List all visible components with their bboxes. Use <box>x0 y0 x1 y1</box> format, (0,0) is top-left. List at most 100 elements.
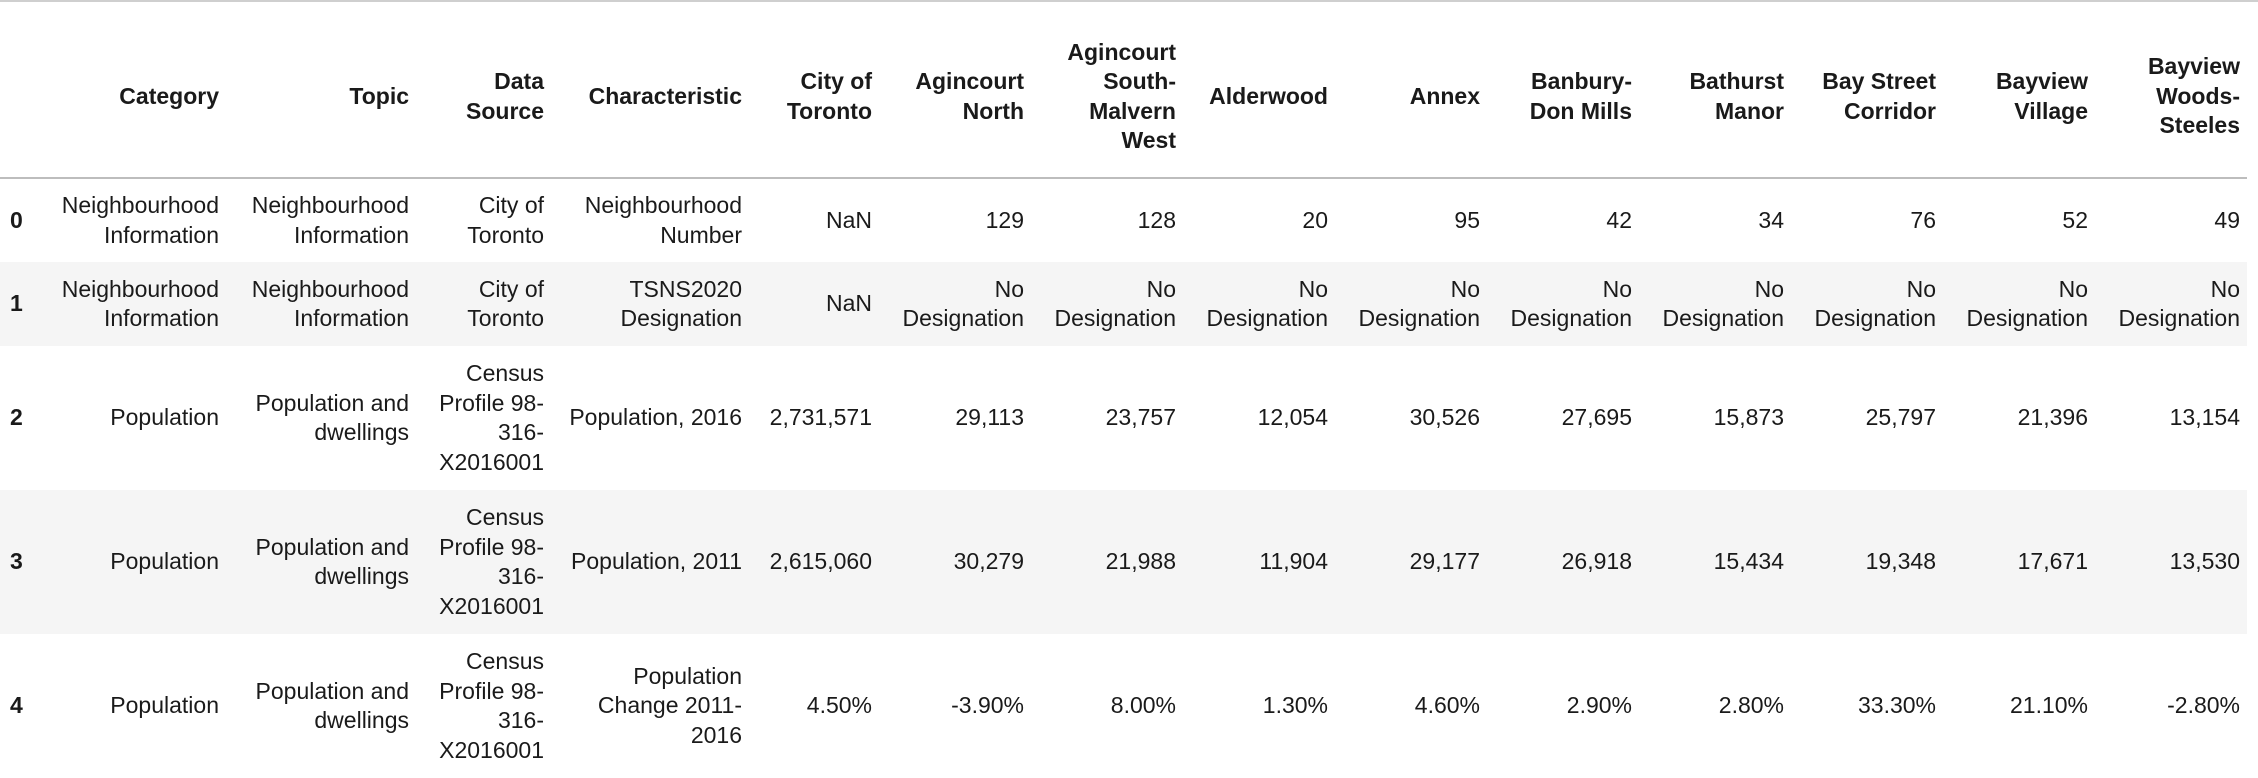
table-cell: 52 <box>2062 206 2088 233</box>
table-cell: Neighbourhood Information <box>61 275 219 332</box>
header-annex: Annex <box>1335 16 1487 179</box>
table-cell: 17,671 <box>2017 548 2088 575</box>
table-cell: 11,904 <box>1259 548 1328 575</box>
table-cell: 19,348 <box>1865 548 1936 575</box>
table-cell: City of Toronto <box>467 192 544 248</box>
table-cell: 27,695 <box>1561 404 1632 431</box>
header-bayview-village: Bayview Village <box>1943 16 2095 179</box>
table-cell: Population <box>110 692 219 719</box>
table-cell: 1.30% <box>1262 692 1328 719</box>
row-index: 0 <box>10 206 23 233</box>
table-cell: 2,731,571 <box>769 404 872 431</box>
table-row: 4 Population Population and dwellings Ce… <box>0 634 2247 778</box>
table-cell: NaN <box>825 290 872 317</box>
table-cell: 128 <box>1137 206 1176 233</box>
header-agincourt-north: Agincourt North <box>879 16 1031 179</box>
table-cell: Population and dwellings <box>255 677 409 734</box>
table-cell: No Designation <box>1054 275 1176 332</box>
table-cell: Census Profile 98-316-X2016001 <box>439 360 544 475</box>
table-cell: 42 <box>1606 206 1632 233</box>
header-city-of-toronto: City of Toronto <box>749 16 879 179</box>
table-header: Category Topic Data Source Characteristi… <box>0 16 2247 179</box>
row-index: 2 <box>10 404 23 431</box>
table-cell: 13,530 <box>2169 548 2240 575</box>
header-characteristic: Characteristic <box>551 16 749 179</box>
table-cell: 76 <box>1910 206 1936 233</box>
table-cell: 26,918 <box>1561 548 1632 575</box>
header-topic: Topic <box>226 16 416 179</box>
header-category: Category <box>36 16 226 179</box>
table-cell: No Designation <box>1814 275 1936 332</box>
table-cell: No Designation <box>902 275 1024 332</box>
table-cell: Neighbourhood Information <box>61 192 219 248</box>
header-agincourt-south-malvern-west: Agincourt South-Malvern West <box>1031 16 1183 179</box>
table-cell: Population, 2016 <box>569 404 742 431</box>
header-banbury-don-mills: Banbury-Don Mills <box>1487 16 1639 179</box>
table-cell: 2.80% <box>1718 692 1784 719</box>
header-bathurst-manor: Bathurst Manor <box>1639 16 1791 179</box>
header-index <box>0 16 36 179</box>
table-cell: 129 <box>985 206 1024 233</box>
header-row: Category Topic Data Source Characteristi… <box>0 16 2247 179</box>
dataframe-table: Category Topic Data Source Characteristi… <box>0 16 2247 778</box>
table-cell: Census Profile 98-316-X2016001 <box>439 504 544 619</box>
table-cell: 12,054 <box>1257 404 1328 431</box>
table-cell: 49 <box>2214 206 2240 233</box>
table-cell: Neighbourhood Information <box>251 275 409 332</box>
table-cell: 23,757 <box>1105 404 1176 431</box>
table-cell: City of Toronto <box>467 275 544 332</box>
table-cell: 2.90% <box>1566 692 1632 719</box>
table-cell: 21,988 <box>1105 548 1176 575</box>
table-cell: 29,113 <box>955 404 1024 431</box>
header-bayview-woods-steeles: Bayview Woods-Steeles <box>2095 16 2247 179</box>
table-cell: 34 <box>1758 206 1784 233</box>
header-alderwood: Alderwood <box>1183 16 1335 179</box>
header-data-source: Data Source <box>416 16 551 179</box>
table-cell: 4.60% <box>1414 692 1480 719</box>
table-cell: No Designation <box>1662 275 1784 332</box>
header-bay-street-corridor: Bay Street Corridor <box>1791 16 1943 179</box>
table-cell: No Designation <box>1358 275 1480 332</box>
table-cell: Population, 2011 <box>571 548 742 575</box>
table-cell: 8.00% <box>1110 692 1176 719</box>
table-cell: Census Profile 98-316-X2016001 <box>439 648 544 763</box>
table-cell: Population and dwellings <box>255 389 409 446</box>
table-cell: 21,396 <box>2017 404 2088 431</box>
table-row: 2 Population Population and dwellings Ce… <box>0 346 2247 490</box>
row-index: 1 <box>10 290 23 317</box>
table-cell: 30,279 <box>953 548 1024 575</box>
table-cell: 30,526 <box>1409 404 1480 431</box>
table-cell: Population Change 2011-2016 <box>597 662 742 748</box>
table-cell: -2.80% <box>2167 692 2240 719</box>
table-cell: 33.30% <box>1857 692 1936 719</box>
table-row: 0 Neighbourhood Information Neighbourhoo… <box>0 178 2247 262</box>
table-cell: TSNS2020 Designation <box>620 275 742 332</box>
table-cell: 15,434 <box>1713 548 1784 575</box>
row-index: 4 <box>10 692 23 719</box>
table-body: 0 Neighbourhood Information Neighbourhoo… <box>0 178 2247 778</box>
row-index: 3 <box>10 548 23 575</box>
table-row: 1 Neighbourhood Information Neighbourhoo… <box>0 262 2247 346</box>
table-cell: Population <box>110 404 219 431</box>
table-cell: Neighbourhood Number <box>584 192 742 248</box>
table-cell: 29,177 <box>1409 548 1480 575</box>
table-cell: NaN <box>825 206 872 233</box>
table-row: 3 Population Population and dwellings Ce… <box>0 490 2247 634</box>
table-cell: No Designation <box>2118 275 2240 332</box>
table-cell: -3.90% <box>951 692 1024 719</box>
table-cell: 20 <box>1302 206 1328 233</box>
table-cell: 13,154 <box>2169 404 2240 431</box>
table-cell: No Designation <box>1206 275 1328 332</box>
table-cell: 15,873 <box>1713 404 1784 431</box>
table-cell: 21.10% <box>2009 692 2088 719</box>
table-cell: Population and dwellings <box>255 533 409 590</box>
table-cell: No Designation <box>1966 275 2088 332</box>
table-cell: 25,797 <box>1865 404 1936 431</box>
table-cell: Population <box>110 548 219 575</box>
table-cell: Neighbourhood Information <box>251 192 409 248</box>
table-cell: 95 <box>1454 206 1480 233</box>
table-cell: No Designation <box>1510 275 1632 332</box>
table-cell: 4.50% <box>806 692 872 719</box>
table-cell: 2,615,060 <box>769 548 872 575</box>
